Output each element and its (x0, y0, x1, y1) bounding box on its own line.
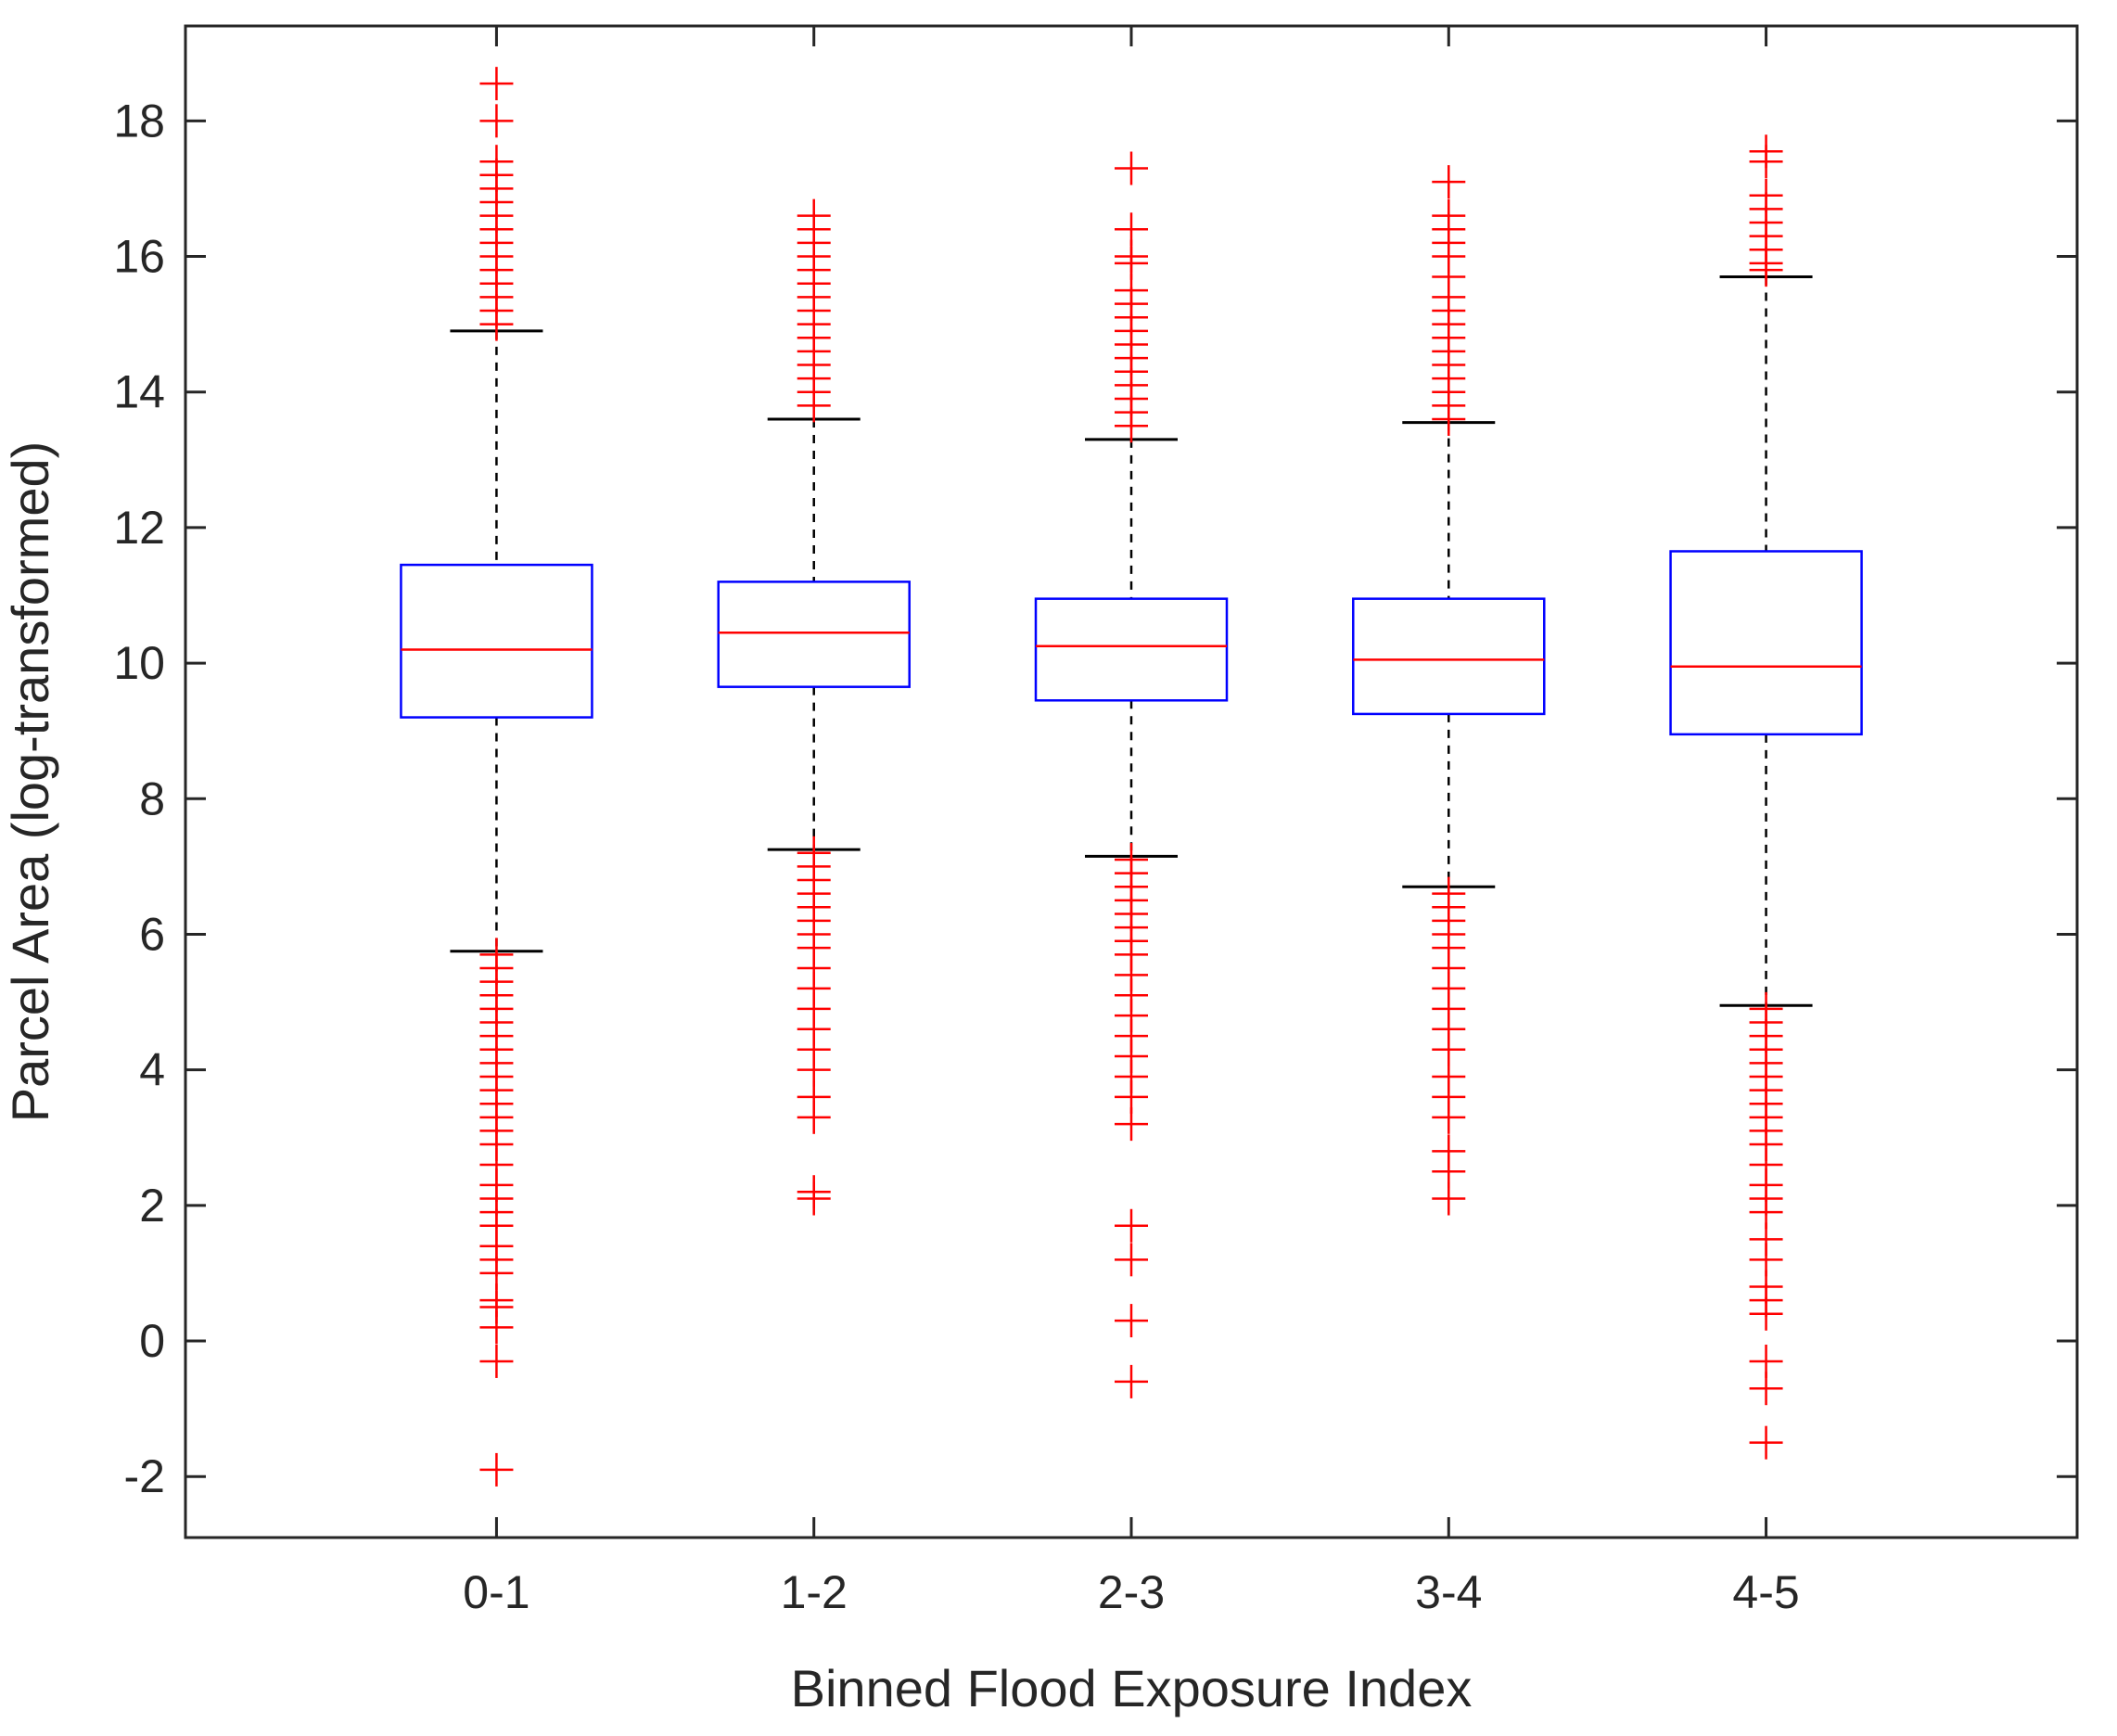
y-tick-label: 8 (139, 772, 165, 824)
outlier-marker (479, 1452, 514, 1487)
outlier-marker (1115, 1107, 1148, 1142)
y-tick-label: 4 (139, 1044, 165, 1096)
outlier-marker (1115, 151, 1148, 185)
outlier-marker (1115, 1243, 1148, 1277)
y-axis-label: Parcel Area (log-transformed) (1, 441, 59, 1123)
outlier-marker (1115, 409, 1148, 443)
iqr-box (1669, 550, 1863, 736)
iqr-box (1034, 597, 1229, 702)
outlier-marker (1749, 145, 1783, 179)
outlier-marker (1432, 165, 1466, 199)
tick-group: -2 0 2 4 6 8 10 12 14 16 18 0-1 1-2 2-3 3-4 4-5 (113, 26, 2077, 1618)
x-tick-label: 0-1 (463, 1566, 529, 1618)
outlier-marker (1749, 253, 1783, 287)
y-tick-label: 18 (113, 95, 165, 147)
outlier-marker (479, 67, 514, 101)
y-tick-label: 16 (113, 231, 165, 283)
x-tick-label: 1-2 (781, 1566, 848, 1618)
plot-marks (400, 67, 1863, 1487)
y-tick-label: 10 (113, 637, 165, 689)
outlier-marker (1115, 1364, 1148, 1398)
y-tick-label: 2 (139, 1180, 165, 1232)
outlier-marker (1432, 402, 1466, 436)
x-tick-label: 2-3 (1098, 1566, 1165, 1618)
y-tick-label: 14 (113, 366, 165, 418)
outlier-marker (1749, 1425, 1783, 1460)
y-tick-label: 6 (139, 908, 165, 960)
outlier-marker (1432, 1100, 1466, 1134)
iqr-box (1352, 597, 1546, 716)
outlier-marker (1749, 1372, 1783, 1406)
iqr-box (400, 563, 593, 719)
x-tick-label: 4-5 (1732, 1566, 1799, 1618)
x-axis-label: Binned Flood Exposure Index (791, 1659, 1473, 1717)
outlier-marker (797, 389, 831, 423)
outlier-marker (479, 1344, 514, 1378)
outlier-marker (1749, 1296, 1783, 1331)
x-tick-label: 3-4 (1415, 1566, 1482, 1618)
iqr-box (717, 581, 911, 688)
outlier-marker (1115, 1304, 1148, 1338)
outlier-marker (479, 307, 514, 341)
y-tick-label: -2 (124, 1450, 165, 1502)
outlier-marker (797, 1100, 831, 1134)
outlier-marker (479, 104, 514, 138)
outlier-marker (1432, 1181, 1466, 1216)
y-tick-label: 0 (139, 1315, 165, 1367)
outlier-marker (1115, 1208, 1148, 1243)
outlier-marker (479, 1310, 514, 1345)
outlier-marker (797, 1181, 831, 1216)
y-tick-label: 12 (113, 502, 165, 554)
